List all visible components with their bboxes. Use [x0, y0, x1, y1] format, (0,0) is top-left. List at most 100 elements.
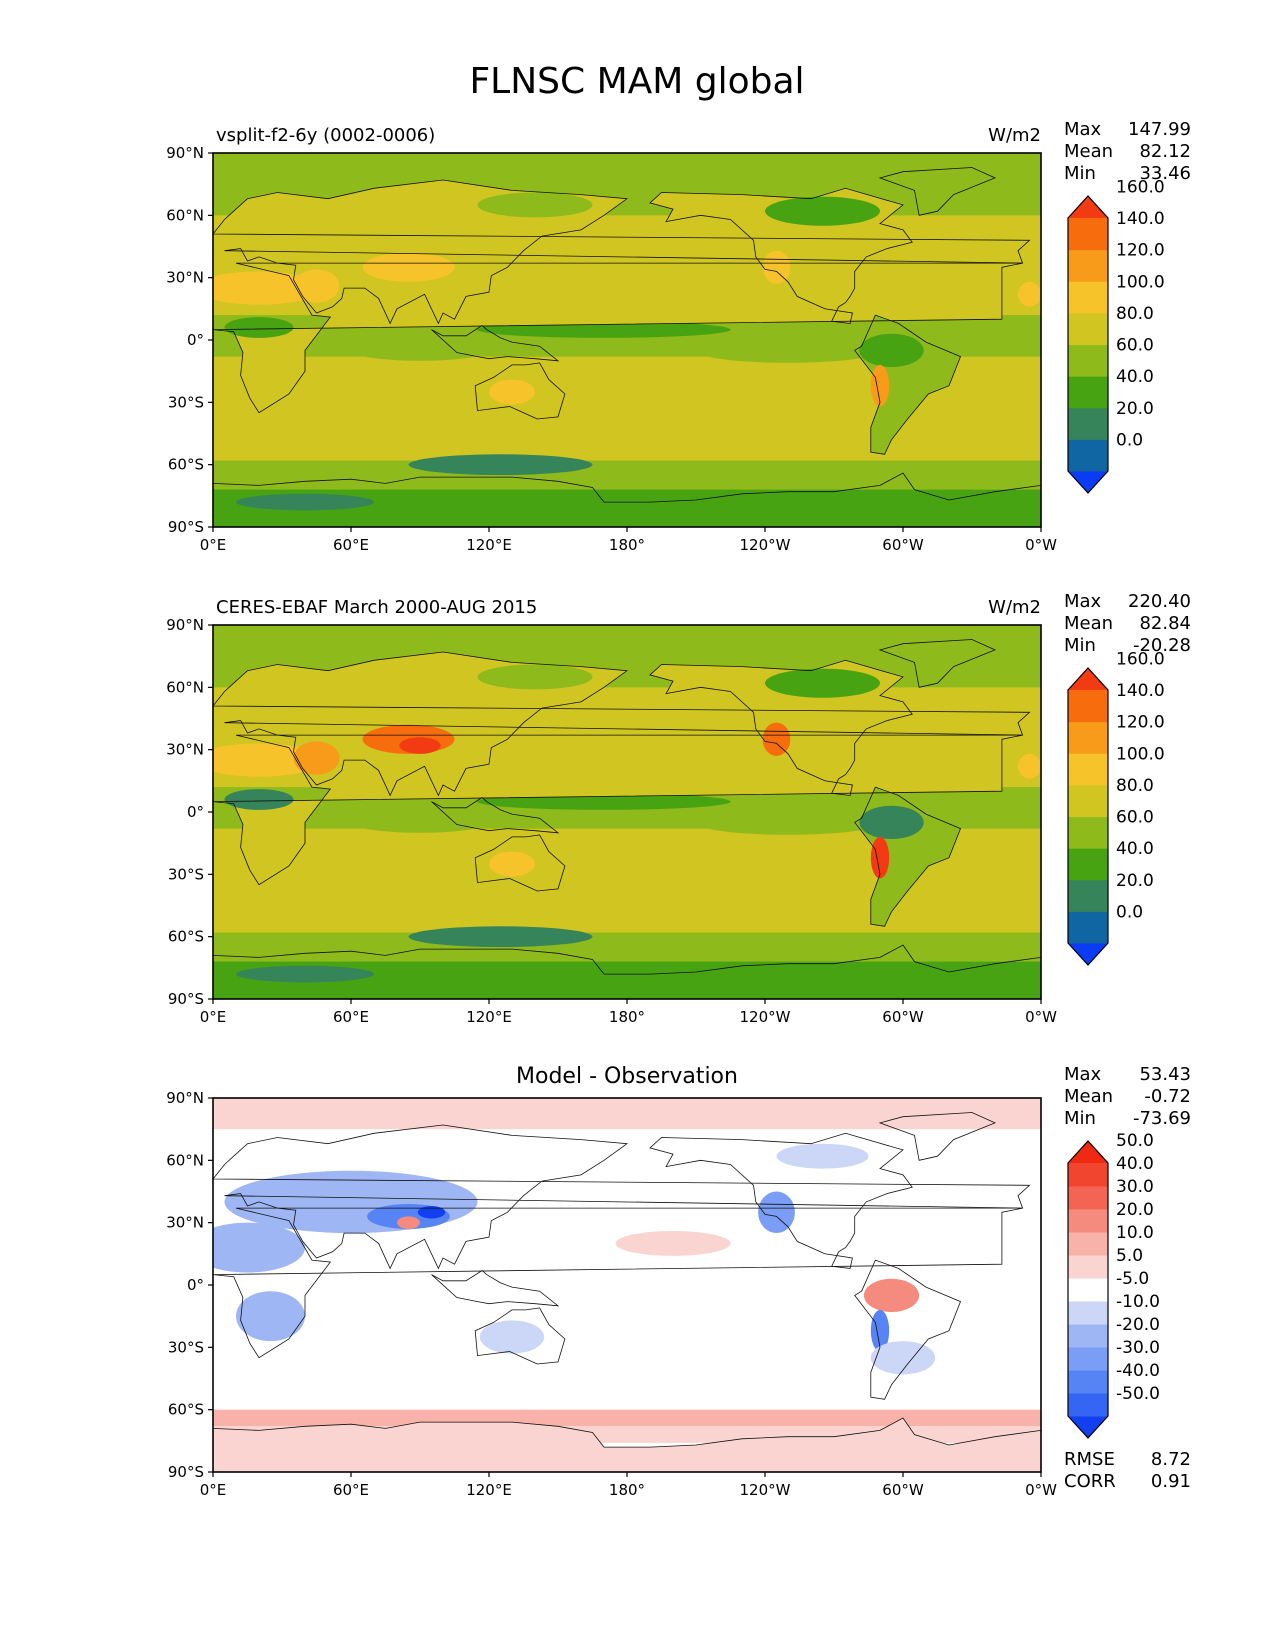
colorbar-segment: [1068, 344, 1108, 377]
colorbar-level-label: 0.0: [1116, 902, 1143, 922]
y-tick-label: 60°S: [168, 1401, 204, 1419]
field-region-east-pacific: [696, 809, 880, 835]
x-tick-label: 0°W: [1025, 1008, 1057, 1026]
field-region-tibet: [362, 252, 455, 282]
field-region-himalaya-positive: [397, 1216, 420, 1229]
colorbar: 0.0 20.0 40.0 60.0 80.0 100.0 120.0 140.0 160.0: [1067, 177, 1165, 494]
x-tick-label: 180°: [609, 536, 645, 554]
colorbar-segment: [1068, 1278, 1108, 1302]
field-region-rockies: [762, 250, 791, 284]
colorbar-segment: [1068, 848, 1108, 881]
stat-min-value: -20.28: [1133, 635, 1191, 656]
coastline-eurasia: [213, 1124, 1031, 1270]
colorbar-segment: [1068, 784, 1108, 817]
colorbar-outline: [1067, 667, 1109, 966]
colorbar-extend-low: [1068, 943, 1108, 965]
coastline-australia: [474, 834, 566, 892]
x-tick-label: 120°E: [466, 536, 512, 554]
field-region-amazon: [859, 805, 924, 840]
stats-box: Max 220.40 Mean 82.84 Min -20.28: [1064, 591, 1191, 656]
colorbar-level-label: -5.0: [1116, 1269, 1149, 1289]
stat-min-value: 33.46: [1139, 163, 1191, 184]
panel-difference: Model - Observation 0°E 60°E 120°E 180° 120°…: [166, 1064, 1191, 1499]
colorbar-level-label: 0.0: [1116, 430, 1143, 450]
field-region-antarctic-interior: [236, 493, 374, 511]
map-field: [213, 153, 1041, 527]
field-region-patagonia: [870, 1341, 936, 1375]
coastline-indonesia: [431, 1269, 560, 1307]
coastline-eurasia: [213, 179, 1031, 325]
field-region-australia: [489, 851, 535, 877]
colorbar-segment: [1068, 439, 1108, 472]
field-region-australia: [479, 1320, 545, 1354]
skill-stats: RMSE 8.72 CORR 0.91: [1064, 1449, 1191, 1492]
colorbar-level-label: -50.0: [1116, 1384, 1160, 1404]
y-tick-label: 30°N: [166, 269, 204, 287]
coastline-northAm: [649, 1132, 913, 1269]
colorbar-level-label: 100.0: [1116, 272, 1165, 292]
field-region-amazon: [859, 333, 924, 368]
x-tick-label: 60°W: [882, 1008, 924, 1026]
stat-mean-value: -0.72: [1144, 1086, 1191, 1107]
axis-ticks: 0°E 60°E 120°E 180° 120°W 60°W 0°W 90°N 60°N 30°N…: [166, 1089, 1057, 1499]
field-region-tibet-peak: [399, 737, 441, 754]
field-land-eurasia: [213, 652, 1030, 796]
panel-title-left: CERES-EBAF March 2000-AUG 2015: [216, 597, 537, 618]
colorbar-level-label: 40.0: [1116, 1154, 1154, 1174]
colorbar-segment: [1068, 218, 1108, 251]
x-tick-label: 120°W: [740, 536, 791, 554]
coastline-southAm: [854, 1259, 962, 1400]
x-tick-label: 120°E: [466, 1008, 512, 1026]
colorbar-segment: [1068, 911, 1108, 944]
panel-reference: CERES-EBAF March 2000-AUG 2015 W/m2 0°E 6…: [166, 591, 1191, 1026]
stat-min-label: Min: [1064, 1108, 1096, 1129]
field-region-canada: [765, 196, 880, 226]
y-tick-label: 90°S: [168, 990, 204, 1008]
y-tick-label: 90°N: [166, 616, 204, 634]
y-tick-label: 30°S: [168, 1338, 204, 1356]
y-tick-label: 60°N: [166, 1151, 204, 1169]
stat-min-label: Min: [1064, 163, 1096, 184]
field-region-andes: [870, 1309, 890, 1352]
coastline-southAm: [854, 314, 962, 455]
field-region-west-sahara: [1018, 753, 1041, 779]
colorbar-level-label: 20.0: [1116, 399, 1154, 419]
coastline-africa: [213, 1207, 1023, 1359]
panel-units: W/m2: [988, 125, 1041, 146]
x-tick-label: 0°E: [200, 536, 227, 554]
y-tick-label: 90°N: [166, 144, 204, 162]
stat-corr-value: 0.91: [1151, 1471, 1191, 1492]
colorbar-level-label: 140.0: [1116, 681, 1165, 701]
y-tick-label: 60°S: [168, 456, 204, 474]
colorbar-extend-high: [1068, 1141, 1108, 1163]
colorbar-segment: [1068, 281, 1108, 314]
stat-mean-label: Mean: [1064, 1086, 1113, 1107]
colorbar-level-label: 20.0: [1116, 1200, 1154, 1220]
colorbar-level-label: 120.0: [1116, 713, 1165, 733]
field-region-antarctic-interior: [236, 965, 374, 983]
colorbar-segment: [1068, 1232, 1108, 1256]
colorbar-segment: [1068, 1324, 1108, 1348]
colorbar-level-label: 40.0: [1116, 839, 1154, 859]
colorbar-extend-high: [1068, 196, 1108, 218]
field-region-south-africa: [236, 1291, 305, 1342]
colorbar-segment: [1068, 249, 1108, 282]
coastline-antarctica: [213, 472, 1041, 527]
stat-min-label: Min: [1064, 635, 1096, 656]
field-region-australia: [489, 379, 535, 405]
field-region-siberia: [477, 664, 593, 690]
x-tick-label: 120°E: [466, 1481, 512, 1499]
coastline-indonesia: [431, 324, 560, 362]
field-region-east-pacific: [696, 337, 880, 363]
colorbar-level-label: 80.0: [1116, 776, 1154, 796]
stat-corr-label: CORR: [1064, 1471, 1116, 1492]
colorbar-outline: [1067, 195, 1109, 494]
coastline-africa: [213, 734, 1023, 886]
x-tick-label: 120°W: [740, 1008, 791, 1026]
colorbar: -50.0 -40.0 -30.0 -20.0 -10.0 -5.0 5.0 10.0 20.0…: [1067, 1131, 1160, 1439]
field-region-antarctic-plateau: [408, 454, 593, 476]
field-band-antarctic: [213, 961, 1041, 999]
field-region-congo: [224, 789, 294, 810]
stat-max-value: 53.43: [1139, 1064, 1191, 1085]
stat-max-label: Max: [1064, 591, 1102, 612]
